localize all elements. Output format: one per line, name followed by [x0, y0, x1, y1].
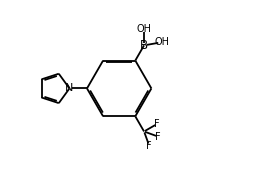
Text: OH: OH: [154, 37, 169, 47]
Text: F: F: [146, 141, 152, 151]
Text: OH: OH: [136, 24, 152, 34]
Text: F: F: [154, 119, 160, 129]
Text: N: N: [65, 83, 74, 93]
Text: B: B: [140, 39, 148, 52]
Text: F: F: [155, 132, 161, 142]
